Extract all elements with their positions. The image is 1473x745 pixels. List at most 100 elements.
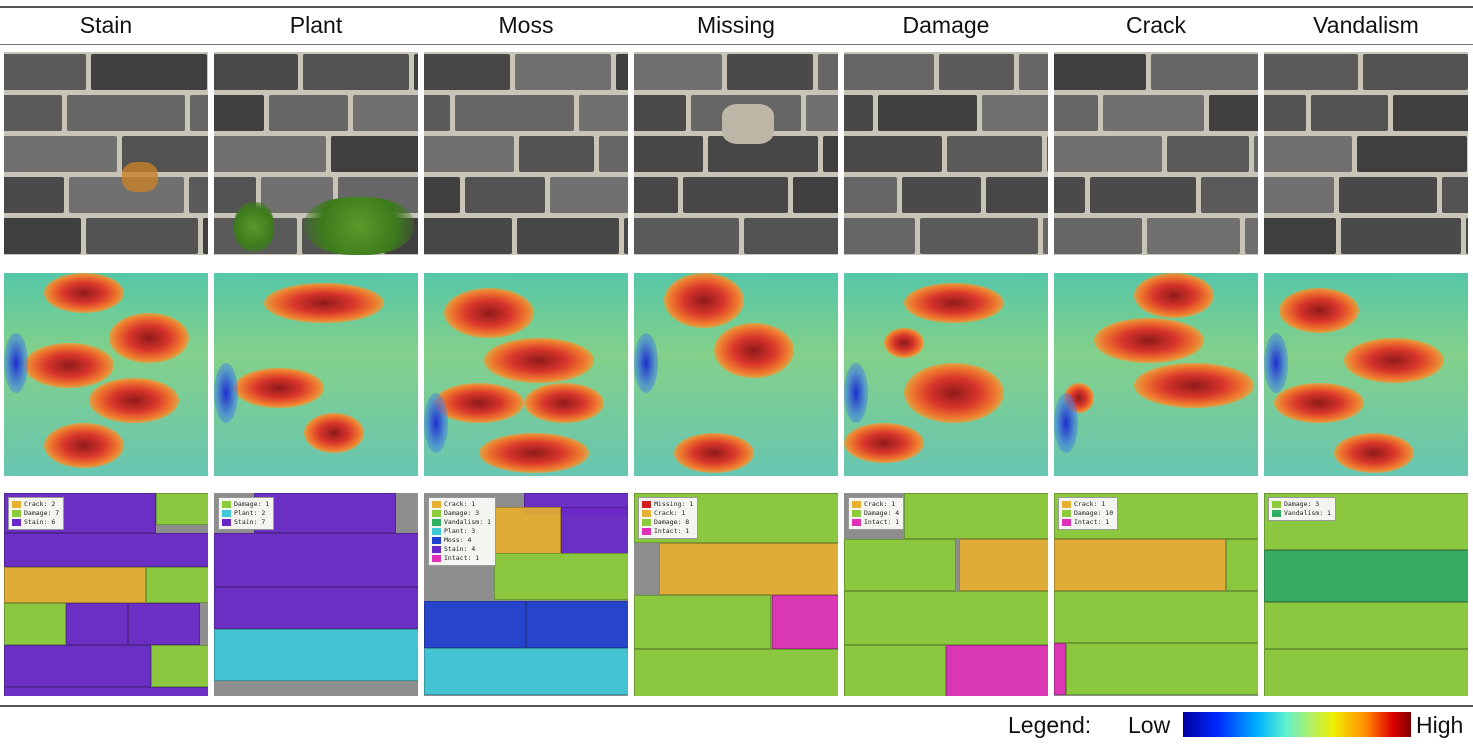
segmentation-legend-item: Intact: 1 bbox=[1062, 518, 1113, 527]
segmentation-legend-item: Crack: 1 bbox=[432, 500, 491, 509]
segmentation-legend: Crack: 1 Damage: 4 Intact: 1 bbox=[848, 497, 905, 530]
heatmap-stain bbox=[4, 273, 208, 476]
legend-swatch bbox=[432, 519, 441, 526]
segmentation-legend-item: Vandalism: 1 bbox=[1272, 509, 1331, 518]
legend-item-label: Moss: 4 bbox=[444, 536, 472, 544]
legend-swatch bbox=[432, 528, 441, 535]
segmentation-moss: Crack: 1 Damage: 3 Vandalism: 1 Plant: 3 Mos… bbox=[424, 493, 628, 696]
legend-swatch bbox=[1062, 501, 1071, 508]
segmentation-legend-item: Intact: 1 bbox=[642, 527, 693, 536]
legend-swatch bbox=[432, 555, 441, 562]
segmentation-legend-item: Crack: 1 bbox=[642, 509, 693, 518]
segmentation-legend-item: Crack: 2 bbox=[12, 500, 59, 509]
legend-swatch bbox=[222, 510, 231, 517]
column-header-moss: Moss bbox=[498, 12, 554, 38]
heatmap-missing bbox=[634, 273, 838, 476]
segmentation-legend-item: Stain: 7 bbox=[222, 518, 269, 527]
photo-stain bbox=[4, 52, 208, 255]
legend-item-label: Missing: 1 bbox=[654, 500, 694, 508]
column-header-damage: Damage bbox=[902, 12, 990, 38]
legend-item-label: Stain: 6 bbox=[24, 518, 56, 526]
segmentation-legend-item: Plant: 2 bbox=[222, 509, 269, 518]
segmentation-legend-item: Damage: 3 bbox=[432, 509, 491, 518]
legend-item-label: Damage: 3 bbox=[444, 509, 480, 517]
segmentation-legend-item: Stain: 4 bbox=[432, 545, 491, 554]
legend-swatch bbox=[1062, 510, 1071, 517]
segmentation-legend: Crack: 1 Damage: 10 Intact: 1 bbox=[1058, 497, 1119, 530]
segmentation-legend: Crack: 1 Damage: 3 Vandalism: 1 Plant: 3 Mos… bbox=[428, 497, 496, 566]
legend-swatch bbox=[432, 546, 441, 553]
segmentation-legend-item: Intact: 1 bbox=[432, 554, 491, 563]
legend-swatch bbox=[642, 510, 651, 517]
legend-swatch bbox=[852, 519, 861, 526]
legend-item-label: Damage: 4 bbox=[864, 509, 900, 517]
segmentation-legend: Damage: 3 Vandalism: 1 bbox=[1268, 497, 1336, 521]
legend-item-label: Crack: 1 bbox=[1074, 500, 1106, 508]
legend-swatch bbox=[12, 510, 21, 517]
legend-swatch bbox=[1062, 519, 1071, 526]
segmentation-legend-item: Damage: 3 bbox=[1272, 500, 1331, 509]
legend-item-label: Damage: 1 bbox=[234, 500, 270, 508]
segmentation-legend-item: Vandalism: 1 bbox=[432, 518, 491, 527]
legend-item-label: Damage: 3 bbox=[1284, 500, 1320, 508]
segmentation-legend-item: Intact: 1 bbox=[852, 518, 899, 527]
segmentation-legend: Missing: 1 Crack: 1 Damage: 8 Intact: 1 bbox=[638, 497, 699, 539]
heatmap-vandalism bbox=[1264, 273, 1468, 476]
heatmap-plant bbox=[214, 273, 418, 476]
legend-swatch bbox=[852, 510, 861, 517]
legend-item-label: Vandalism: 1 bbox=[1284, 509, 1331, 517]
column-header-crack: Crack bbox=[1125, 12, 1187, 38]
legend-swatch bbox=[222, 519, 231, 526]
photo-plant bbox=[214, 52, 418, 255]
legend-item-label: Damage: 7 bbox=[24, 509, 60, 517]
column-header-plant: Plant bbox=[289, 12, 343, 38]
legend-swatch bbox=[852, 501, 861, 508]
photo-missing bbox=[634, 52, 838, 255]
segmentation-legend-item: Damage: 10 bbox=[1062, 509, 1113, 518]
legend-item-label: Intact: 1 bbox=[654, 527, 690, 535]
segmentation-stain: Crack: 2 Damage: 7 Stain: 6 bbox=[4, 493, 208, 696]
legend-swatch bbox=[432, 537, 441, 544]
heatmap-damage bbox=[844, 273, 1048, 476]
segmentation-legend: Crack: 2 Damage: 7 Stain: 6 bbox=[8, 497, 65, 530]
segmentation-legend-item: Stain: 6 bbox=[12, 518, 59, 527]
segmentation-legend-item: Moss: 4 bbox=[432, 536, 491, 545]
segmentation-vandalism: Damage: 3 Vandalism: 1 bbox=[1264, 493, 1468, 696]
bottom-rule bbox=[0, 705, 1473, 707]
segmentation-missing: Missing: 1 Crack: 1 Damage: 8 Intact: 1 bbox=[634, 493, 838, 696]
legend-item-label: Plant: 3 bbox=[444, 527, 476, 535]
legend-swatch bbox=[12, 519, 21, 526]
legend-colorbar bbox=[1183, 712, 1411, 737]
legend-swatch bbox=[432, 501, 441, 508]
top-rule bbox=[0, 6, 1473, 8]
legend-swatch bbox=[642, 528, 651, 535]
segmentation-legend: Damage: 1 Plant: 2 Stain: 7 bbox=[218, 497, 275, 530]
legend-item-label: Stain: 4 bbox=[444, 545, 476, 553]
legend-item-label: Crack: 1 bbox=[864, 500, 896, 508]
segmentation-legend-item: Crack: 1 bbox=[1062, 500, 1113, 509]
legend-swatch bbox=[222, 501, 231, 508]
segmentation-damage: Crack: 1 Damage: 4 Intact: 1 bbox=[844, 493, 1048, 696]
legend-item-label: Crack: 1 bbox=[654, 509, 686, 517]
segmentation-legend-item: Damage: 1 bbox=[222, 500, 269, 509]
legend-item-label: Damage: 8 bbox=[654, 518, 690, 526]
legend-item-label: Intact: 1 bbox=[444, 554, 480, 562]
segmentation-legend-item: Missing: 1 bbox=[642, 500, 693, 509]
legend-swatch bbox=[432, 510, 441, 517]
legend-item-label: Crack: 2 bbox=[24, 500, 56, 508]
heatmap-moss bbox=[424, 273, 628, 476]
column-header-stain: Stain bbox=[79, 12, 133, 38]
photo-damage bbox=[844, 52, 1048, 255]
legend-swatch bbox=[642, 519, 651, 526]
legend-low-label: Low bbox=[1128, 712, 1171, 738]
segmentation-crack: Crack: 1 Damage: 10 Intact: 1 bbox=[1054, 493, 1258, 696]
segmentation-legend-item: Damage: 7 bbox=[12, 509, 59, 518]
legend-item-label: Stain: 7 bbox=[234, 518, 266, 526]
photo-vandalism bbox=[1264, 52, 1468, 255]
legend-item-label: Plant: 2 bbox=[234, 509, 266, 517]
segmentation-plant: Damage: 1 Plant: 2 Stain: 7 bbox=[214, 493, 418, 696]
column-header-missing: Missing bbox=[697, 12, 775, 38]
segmentation-legend-item: Damage: 8 bbox=[642, 518, 693, 527]
legend-high-label: High bbox=[1416, 712, 1464, 738]
legend-swatch bbox=[642, 501, 651, 508]
